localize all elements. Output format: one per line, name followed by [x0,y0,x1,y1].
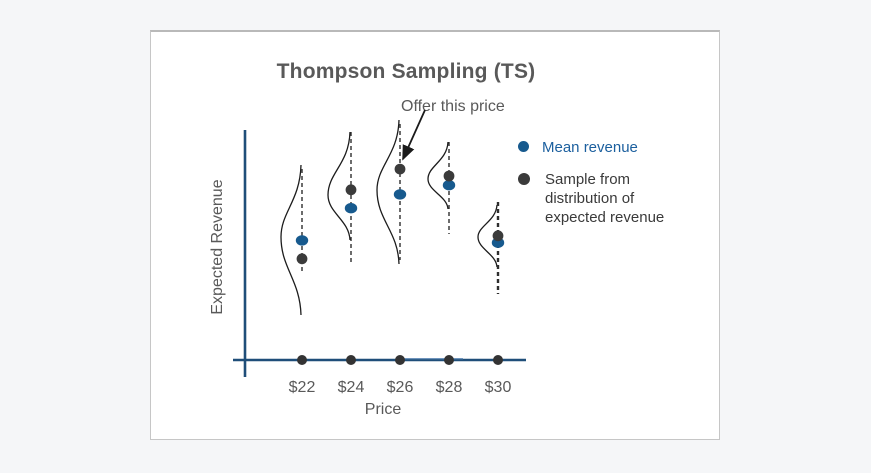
legend-item-sample: Sample from distribution of expected rev… [518,170,673,227]
x-tick-label-22: $22 [288,379,316,396]
sample-dot [443,170,455,182]
sample-dot [345,184,357,196]
distribution-curve-30 [477,204,498,268]
distribution-curve-22 [280,164,302,316]
distribution-curve-28 [427,141,449,210]
price-axis-dot [297,355,307,365]
legend-item-mean: Mean revenue [518,138,673,157]
chart-svg [233,109,526,377]
x-tick-label-24: $24 [337,379,365,396]
sample-dot-icon [518,173,530,185]
x-tick-label-28: $28 [435,379,463,396]
x-tick-label-26: $26 [386,379,414,396]
figure-title: Thompson Sampling (TS) [276,60,536,83]
mean-revenue-dot [344,203,358,214]
offer-annotation: Offer this price [401,98,505,115]
legend-label-sample: Sample from distribution of expected rev… [545,171,665,226]
mean-revenue-dot [393,189,407,200]
sample-dot [492,230,504,242]
annotation-arrow [402,109,426,161]
legend: Mean revenue Sample from distribution of… [518,138,673,227]
figure-canvas: Thompson Sampling (TS) Offer this price … [151,32,719,439]
price-axis-dot [395,355,405,365]
x-tick-label-30: $30 [484,379,512,396]
price-axis-dot [346,355,356,365]
mean-revenue-dot-icon [518,141,529,152]
figure-card: Thompson Sampling (TS) Offer this price … [150,30,720,440]
distribution-curves [280,119,498,316]
mean-revenue-dot [442,180,456,191]
sample-dot [296,253,308,265]
legend-label-mean: Mean revenue [542,139,638,156]
mean-revenue-dot [295,235,309,246]
distribution-dashed-lines [301,124,500,294]
distribution-curve-24 [327,131,351,241]
data-dots-layer [295,163,505,365]
price-axis-dot [444,355,454,365]
distribution-curve-26 [376,119,400,265]
sample-dot [394,163,406,175]
x-axis-title: Price [364,401,402,418]
price-axis-dot [493,355,503,365]
